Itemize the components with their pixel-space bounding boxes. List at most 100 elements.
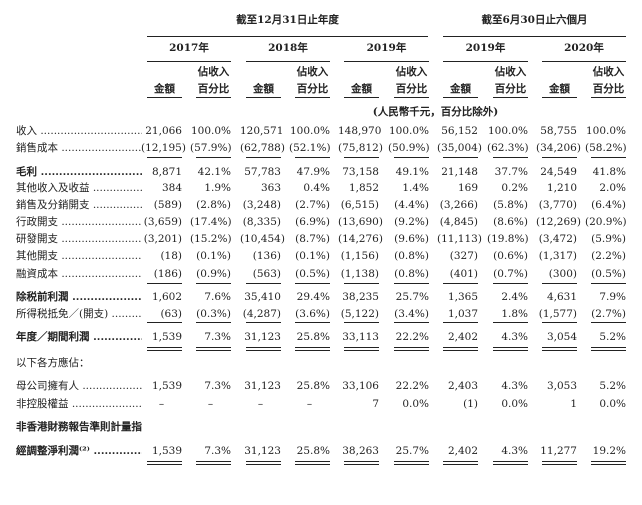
table-cell: 1.9% <box>204 182 231 194</box>
table-cell: (3,770) <box>538 199 577 211</box>
table-cell: 169 <box>457 182 478 194</box>
table-cell: (62,788) <box>240 142 285 154</box>
table-cell: – <box>306 398 313 410</box>
amount-header: 金額 <box>154 83 175 95</box>
row-label: 母公司擁有人 .................................… <box>16 380 142 392</box>
divider <box>295 97 330 98</box>
divider <box>147 350 182 351</box>
table-cell: (8,335) <box>242 216 281 228</box>
divider <box>295 157 330 158</box>
table-cell: 73,158 <box>342 166 379 178</box>
table-cell: 0.2% <box>501 182 528 194</box>
divider <box>344 322 379 323</box>
row-label: 除税前利潤 ..................................… <box>16 291 142 303</box>
divider <box>493 322 528 323</box>
divider <box>493 97 528 98</box>
table-cell: 1,365 <box>447 291 478 303</box>
year-header: 2019年 <box>366 42 407 54</box>
divider <box>246 350 281 351</box>
table-cell: 4,631 <box>546 291 577 303</box>
divider <box>394 322 429 323</box>
pct-header: 百分比 <box>395 83 428 95</box>
pct-header: 佔收入 <box>197 66 230 78</box>
table-cell: (5.8%) <box>493 199 528 211</box>
table-cell: 56,152 <box>441 125 478 137</box>
table-cell: (13,690) <box>338 216 383 228</box>
divider <box>443 350 478 351</box>
table-cell: 1,539 <box>151 445 182 457</box>
table-cell: 5.2% <box>599 380 626 392</box>
divider <box>246 322 281 323</box>
table-cell: (18) <box>160 250 182 262</box>
table-cell: 2.4% <box>501 291 528 303</box>
divider <box>196 157 231 158</box>
table-cell: 22.2% <box>395 380 429 392</box>
header-six-months: 截至6月30日止六個月 <box>481 14 588 26</box>
divider <box>246 97 281 98</box>
divider <box>196 350 231 351</box>
table-cell: 5.2% <box>599 331 626 343</box>
amount-header: 金額 <box>253 83 274 95</box>
table-cell: (3,248) <box>242 199 281 211</box>
table-cell: 25.8% <box>296 331 330 343</box>
table-cell: (17.4%) <box>190 216 232 228</box>
row-label: 行政開支 ...................................… <box>16 216 142 228</box>
table-cell: (327) <box>449 250 478 262</box>
divider <box>443 464 478 465</box>
row-label: 融資成本 ...................................… <box>16 268 142 280</box>
table-cell: 42.1% <box>197 166 231 178</box>
table-cell: 7.9% <box>599 291 626 303</box>
divider <box>246 464 281 465</box>
table-cell: (0.5%) <box>295 268 330 280</box>
row-label: 經調整淨利潤⁽²⁾ ..............................… <box>16 445 142 457</box>
divider <box>591 97 626 98</box>
table-cell: 4.3% <box>501 331 528 343</box>
table-cell: – <box>158 398 165 410</box>
table-cell: (1,156) <box>340 250 379 262</box>
table-cell: 31,123 <box>244 331 281 343</box>
table-cell: (2.2%) <box>591 250 626 262</box>
table-cell: (35,004) <box>437 142 482 154</box>
pct-header: 佔收入 <box>296 66 329 78</box>
divider <box>196 322 231 323</box>
divider <box>147 322 182 323</box>
divider <box>542 97 577 98</box>
divider <box>542 61 626 62</box>
table-cell: 31,123 <box>244 380 281 392</box>
pct-header: 百分比 <box>494 83 527 95</box>
table-cell: (6.9%) <box>295 216 330 228</box>
divider <box>591 461 626 462</box>
divider <box>295 347 330 348</box>
divider <box>147 36 428 37</box>
table-cell: (0.1%) <box>196 250 231 262</box>
table-cell: – <box>257 398 264 410</box>
table-cell: 22.2% <box>395 331 429 343</box>
divider <box>493 461 528 462</box>
divider <box>196 461 231 462</box>
table-cell: 33,106 <box>342 380 379 392</box>
divider <box>344 350 379 351</box>
divider <box>344 283 379 284</box>
divider <box>147 157 182 158</box>
table-cell: (136) <box>252 250 281 262</box>
divider <box>443 461 478 462</box>
table-cell: (4,287) <box>242 308 281 320</box>
divider <box>344 157 379 158</box>
table-cell: 100.0% <box>289 125 330 137</box>
divider <box>493 350 528 351</box>
pct-header: 百分比 <box>197 83 230 95</box>
table-cell: 31,123 <box>244 445 281 457</box>
table-cell: 100.0% <box>585 125 626 137</box>
table-cell: (8.6%) <box>493 216 528 228</box>
divider <box>295 322 330 323</box>
table-cell: (52.1%) <box>289 142 331 154</box>
table-cell: (300) <box>548 268 577 280</box>
table-cell: (3.6%) <box>295 308 330 320</box>
table-cell: (11,113) <box>437 233 482 245</box>
table-cell: 363 <box>260 182 281 194</box>
pct-header: 佔收入 <box>494 66 527 78</box>
table-cell: 148,970 <box>338 125 382 137</box>
table-cell: (2.7%) <box>295 199 330 211</box>
divider <box>493 464 528 465</box>
table-cell: (0.1%) <box>295 250 330 262</box>
